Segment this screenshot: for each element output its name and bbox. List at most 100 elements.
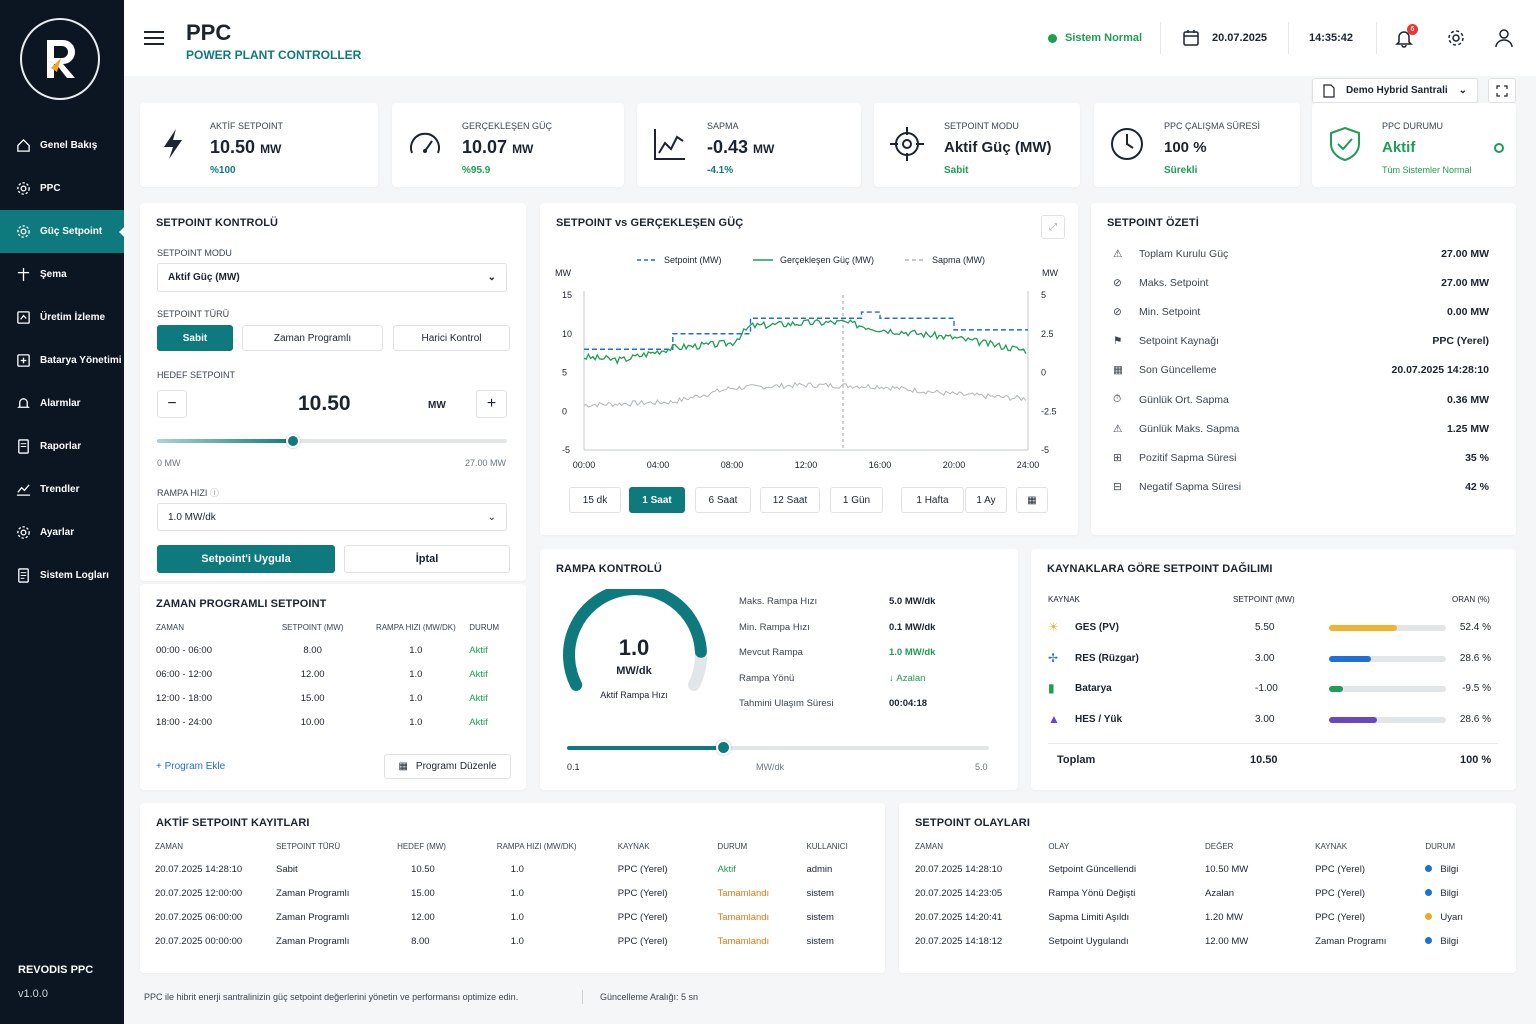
ramp-detail-label: Tahmini Ulaşım Süresi: [739, 698, 834, 710]
summary-label: Maks. Setpoint: [1139, 276, 1209, 289]
sidebar-item-11[interactable]: Sistem Logları: [0, 554, 124, 597]
source-bar-fill: [1329, 716, 1377, 723]
summary-label: Günlük Ort. Sapma: [1139, 393, 1229, 406]
add-program-link[interactable]: + Program Ekle: [156, 761, 225, 772]
table-row[interactable]: 12:00 - 18:00 15.00 1.0 Aktif: [156, 686, 512, 710]
type-fixed-button[interactable]: Sabit: [157, 325, 233, 351]
range-button[interactable]: 1 Hafta: [901, 487, 964, 513]
x-tick: 00:00: [573, 460, 596, 470]
arrow-down-icon: ↓: [889, 672, 897, 684]
ramp-select[interactable]: 1.0 MW/dk ⌄: [157, 503, 507, 531]
plant-selector[interactable]: Demo Hybrid Santrali ⌄: [1312, 78, 1478, 103]
range-button[interactable]: 6 Saat: [695, 487, 751, 513]
cancel-button[interactable]: İptal: [344, 545, 510, 573]
table-row[interactable]: 20.07.2025 12:00:00 Zaman Programlı 15.00 1…: [155, 881, 867, 905]
ramp-slider[interactable]: [567, 740, 989, 755]
range-button[interactable]: 1 Gün: [830, 487, 883, 513]
table-cell: 10.00: [300, 716, 325, 728]
table-row[interactable]: 20.07.2025 14:28:10 Setpoint Güncellendi 1…: [915, 857, 1495, 881]
sidebar-item-6[interactable]: Batarya Yönetimi: [0, 339, 124, 382]
table-row[interactable]: 20.07.2025 06:00:00 Zaman Programlı 12.00 1…: [155, 905, 867, 929]
fullscreen-button[interactable]: [1488, 78, 1516, 103]
sidebar-item-2[interactable]: PPC: [0, 167, 124, 210]
table-cell: Setpoint Uygulandı: [1048, 935, 1129, 947]
ramp-detail-value: 0.1 MW/dk: [889, 622, 935, 633]
event-status: Bilgi: [1440, 863, 1459, 875]
slider-handle[interactable]: [716, 740, 732, 755]
gauge-unit: MW/dk: [616, 665, 652, 677]
table-cell: 15.00: [411, 887, 435, 899]
chart-expand-button[interactable]: ⤢: [1041, 215, 1065, 239]
edit-program-button[interactable]: ▦ Programı Düzenle: [384, 754, 511, 779]
date-picker-button[interactable]: ▦: [1016, 487, 1048, 513]
sidebar-item-3[interactable]: Güç Setpoint: [0, 210, 124, 253]
table-cell: 06:00 - 12:00: [156, 668, 212, 680]
gear-icon: [17, 182, 30, 195]
card-title: SETPOINT ÖZETİ: [1107, 217, 1199, 229]
sidebar-item-9[interactable]: Trendler: [0, 468, 124, 511]
range-button[interactable]: 1 Ay: [965, 487, 1007, 513]
slider-fill: [567, 746, 724, 750]
target-unit: MW: [428, 400, 446, 411]
table-row[interactable]: 00:00 - 06:00 8.00 1.0 Aktif: [156, 638, 512, 662]
apply-setpoint-button[interactable]: Setpoint'i Uygula: [157, 545, 335, 573]
sidebar-item-4[interactable]: Şema: [0, 253, 124, 296]
type-external-button[interactable]: Harici Kontrol: [393, 325, 510, 351]
card-title: RAMPA KONTROLÜ: [556, 563, 662, 575]
slider-min: 0 MW: [157, 458, 181, 468]
sidebar-item-1[interactable]: Genel Bakış: [0, 124, 124, 167]
sidebar-item-8[interactable]: Raporlar: [0, 425, 124, 468]
summary-row-icon: ▦: [1113, 364, 1123, 377]
summary-value: 27.00 MW: [1441, 247, 1489, 260]
column-header: DURUM: [469, 622, 500, 632]
kpi-value-number: Aktif: [1382, 139, 1416, 156]
line-chart: Setpoint (MW) Gerçekleşen Güç (MW) Sapma (…: [555, 255, 1058, 470]
column-header: OLAY: [1048, 841, 1070, 851]
info-icon[interactable]: ⓘ: [209, 488, 219, 498]
gauge-label: Aktif Rampa Hızı: [600, 690, 668, 700]
slider-handle[interactable]: [286, 434, 301, 448]
range-button[interactable]: 12 Saat: [760, 487, 820, 513]
kpi-subtext: %95.9: [462, 165, 491, 176]
log-icon: [18, 568, 29, 583]
range-button[interactable]: 1 Saat: [629, 487, 685, 513]
decrement-button[interactable]: −: [157, 390, 187, 418]
table-row[interactable]: 20.07.2025 14:23:05 Rampa Yönü Değişti Aza…: [915, 881, 1495, 905]
table-row[interactable]: 20.07.2025 00:00:00 Zaman Programlı 8.00 1.…: [155, 929, 867, 953]
user-icon[interactable]: [1494, 28, 1514, 48]
table-cell: Sabit: [276, 863, 298, 875]
range-button[interactable]: 15 dk: [569, 487, 621, 513]
source-pct: 28.6 %: [1459, 713, 1491, 725]
sidebar-item-7[interactable]: Alarmlar: [0, 382, 124, 425]
source-name: GES (PV): [1075, 622, 1119, 633]
table-row[interactable]: 20.07.2025 14:28:10 Sabit 10.50 1.0 PPC (Yer…: [155, 857, 867, 881]
setpoint-control-card: SETPOINT KONTROLÜ SETPOINT MODU Aktif Gü…: [140, 203, 526, 581]
table-cell: 1.0: [510, 935, 524, 947]
mode-select-value: Aktif Güç (MW): [168, 272, 240, 283]
summary-label: Toplam Kurulu Güç: [1139, 247, 1229, 260]
table-row[interactable]: 06:00 - 12:00 12.00 1.0 Aktif: [156, 662, 512, 686]
mode-select[interactable]: Aktif Güç (MW) ⌄: [157, 263, 507, 292]
app-logo[interactable]: [20, 18, 100, 100]
ramp-detail-text: 0.1 MW/dk: [889, 621, 936, 633]
summary-value: 20.07.2025 14:28:10: [1391, 364, 1490, 377]
target-slider[interactable]: [157, 434, 507, 448]
sidebar-item-10[interactable]: Ayarlar: [0, 511, 124, 554]
type-scheduled-button[interactable]: Zaman Programlı: [242, 325, 383, 351]
table-row[interactable]: 20.07.2025 14:20:41 Sapma Limiti Aşıldı 1.…: [915, 905, 1495, 929]
kpi-value: 10.07 MW: [462, 137, 533, 158]
table-header-row: ZAMAN SETPOINT TÜRÜ HEDEF (MW) RAMPA HIZI (…: [155, 835, 867, 857]
increment-button[interactable]: +: [476, 390, 507, 418]
sidebar-item-5[interactable]: Üretim İzleme: [0, 296, 124, 339]
table-cell: 8.00: [411, 935, 430, 947]
wind-turbine-icon: ✢: [1048, 650, 1059, 665]
menu-icon[interactable]: [144, 30, 164, 46]
table-row[interactable]: 18:00 - 24:00 10.00 1.0 Aktif: [156, 710, 512, 734]
kpi-card: PPC DURUMU Aktif Tüm Sistemler Normal: [1312, 103, 1516, 187]
table-row[interactable]: 20.07.2025 14:18:12 Setpoint Uygulandı 12.…: [915, 929, 1495, 953]
notifications-button[interactable]: 6: [1394, 24, 1418, 50]
summary-row: ⊟ Negatif Sapma Süresi 42 %: [1113, 473, 1489, 502]
chevron-down-icon: ⌄: [1458, 85, 1467, 96]
settings-gear-icon[interactable]: [1446, 28, 1466, 48]
source-bar: [1329, 716, 1446, 723]
